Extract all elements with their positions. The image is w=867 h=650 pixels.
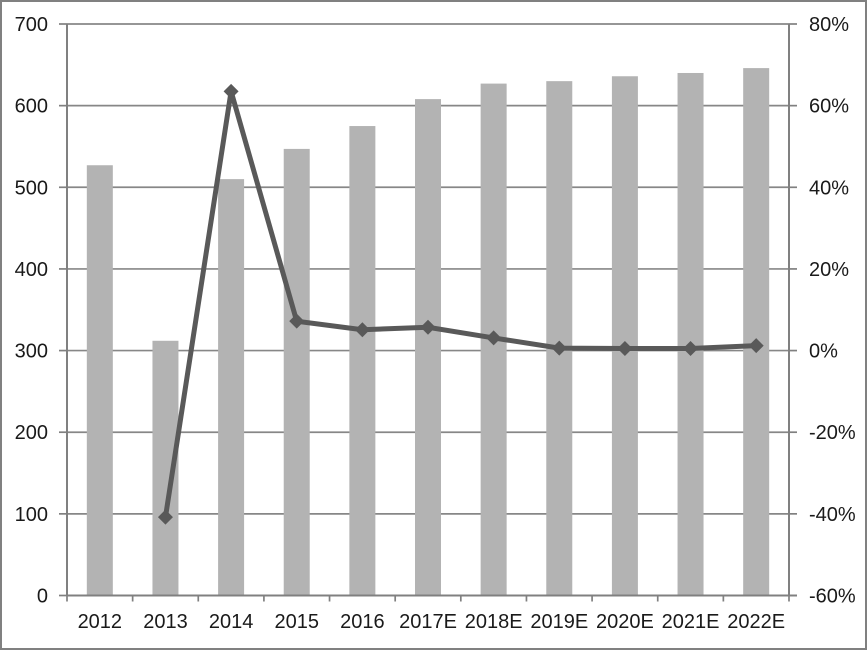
x-axis-label: 2019E: [530, 611, 588, 633]
right-axis-label: 20%: [809, 259, 849, 281]
bar-2017E: [415, 99, 441, 596]
bar-2021E: [677, 72, 704, 596]
right-axis-label: 40%: [809, 177, 849, 199]
right-axis-label: -20%: [809, 422, 856, 444]
x-axis-label: 2014: [209, 611, 254, 633]
left-axis-label: 100: [15, 504, 48, 526]
bar-2014: [218, 179, 245, 596]
x-axis-label: 2015: [274, 611, 319, 633]
growth-marker-2016: [354, 322, 370, 338]
left-axis-label: 700: [15, 14, 48, 36]
right-axis-label: -40%: [809, 504, 856, 526]
growth-marker-2019E: [551, 340, 567, 356]
bar-2019E: [546, 81, 573, 596]
x-axis-label: 2020E: [596, 611, 654, 633]
left-axis-label: 200: [15, 422, 48, 444]
growth-marker-2017E: [420, 319, 436, 335]
x-axis-label: 2018E: [465, 611, 523, 633]
right-axis-label: -60%: [809, 586, 856, 608]
growth-marker-2018E: [486, 330, 502, 346]
growth-line: [162, 90, 757, 518]
left-axis-label: 600: [15, 96, 48, 118]
growth-marker-2014: [223, 83, 239, 99]
bar-2012: [86, 165, 113, 596]
growth-marker-2020E: [617, 341, 633, 357]
x-axis-label: 2021E: [662, 611, 720, 633]
growth-marker-2021E: [683, 341, 699, 357]
x-axis-label: 2017E: [399, 611, 457, 633]
growth-marker-2022E: [748, 338, 764, 354]
left-axis-label: 0: [37, 586, 48, 608]
right-axis-label: 60%: [809, 96, 849, 118]
bar-2022E: [743, 68, 770, 596]
x-axis-label: 2016: [340, 611, 385, 633]
x-axis-label: 2012: [78, 611, 123, 633]
x-axis-label: 2022E: [727, 611, 785, 633]
bar-2015: [283, 148, 310, 596]
left-axis-label: 400: [15, 259, 48, 281]
left-axis-label: 300: [15, 341, 48, 363]
bar-2016: [349, 126, 376, 596]
x-axis-label: 2013: [143, 611, 188, 633]
growth-marker-2015: [289, 313, 305, 329]
right-axis-label: 80%: [809, 14, 849, 36]
left-axis-label: 500: [15, 177, 48, 199]
right-axis-label: 0%: [809, 341, 838, 363]
growth-marker-2013: [157, 509, 173, 525]
bar-2020E: [611, 76, 638, 596]
